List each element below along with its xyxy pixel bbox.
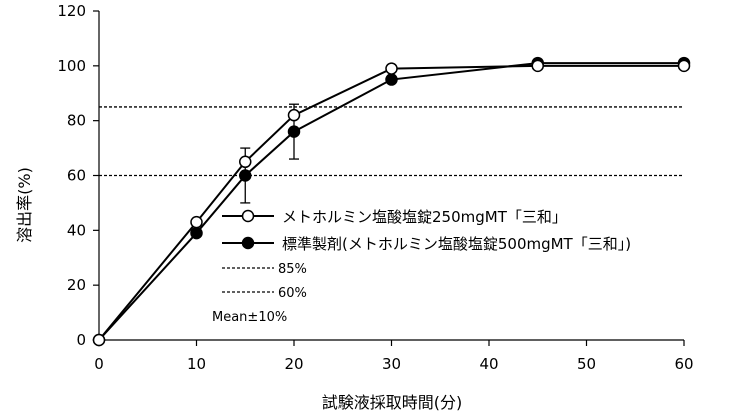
x-tick-label: 0: [94, 355, 104, 373]
y-tick-label: 20: [67, 276, 86, 294]
data-point-series-1: [190, 215, 203, 229]
legend-label-85: 85%: [278, 262, 307, 277]
x-tick-label: 40: [479, 355, 498, 373]
data-point-series-2: [190, 226, 203, 240]
reference-lines: [99, 106, 684, 177]
x-tick-label: 30: [382, 355, 401, 373]
data-point-series-1: [92, 333, 106, 347]
x-axis-title: 試験液採取時間(分): [322, 393, 463, 412]
y-tick-label: 120: [57, 2, 86, 20]
y-axis-title: 溶出率(%): [15, 167, 34, 243]
x-tick-label: 10: [187, 355, 206, 373]
legend-item-ref-85: 85%: [222, 262, 307, 277]
legend-label-60: 60%: [278, 286, 307, 301]
legend-label-series-1: メトホルミン塩酸塩錠250mgMT「三和」: [282, 208, 567, 226]
x-tick-label: 60: [674, 355, 693, 373]
y-tick-label: 80: [67, 112, 86, 130]
x-tick-label: 20: [284, 355, 303, 373]
y-tick-label: 0: [76, 331, 86, 349]
legend-marker-open-circle: [241, 209, 255, 223]
data-point-series-2: [239, 169, 252, 182]
data-point-series-1: [239, 155, 252, 169]
data-point-series-1: [531, 59, 544, 73]
legend: メトホルミン塩酸塩錠250mgMT「三和」 標準製剤(メトホルミン塩酸塩錠500…: [212, 208, 631, 325]
legend-marker-filled-circle: [241, 236, 255, 250]
data-point-series-2: [287, 125, 301, 138]
data-point-series-1: [677, 59, 691, 73]
tick-marks: 0 20 40 60 80 100 120 0 10 20 30 40 50 60: [57, 2, 693, 373]
legend-item-series-1: メトホルミン塩酸塩錠250mgMT「三和」: [222, 208, 567, 226]
legend-item-series-2: 標準製剤(メトホルミン塩酸塩錠500mgMT「三和」): [222, 235, 631, 253]
series-group: [92, 56, 691, 347]
y-tick-label: 60: [67, 167, 86, 185]
data-point-series-1: [287, 108, 301, 122]
data-point-series-1: [385, 62, 398, 75]
x-tick-label: 50: [577, 355, 596, 373]
legend-label-series-2: 標準製剤(メトホルミン塩酸塩錠500mgMT「三和」): [282, 235, 631, 253]
y-tick-label: 40: [67, 221, 86, 239]
data-point-series-2: [385, 73, 398, 86]
legend-item-ref-60: 60%: [222, 286, 307, 301]
series-line-2: [98, 62, 684, 341]
legend-note-mean: Mean±10%: [212, 310, 287, 325]
y-tick-label: 100: [57, 57, 86, 75]
